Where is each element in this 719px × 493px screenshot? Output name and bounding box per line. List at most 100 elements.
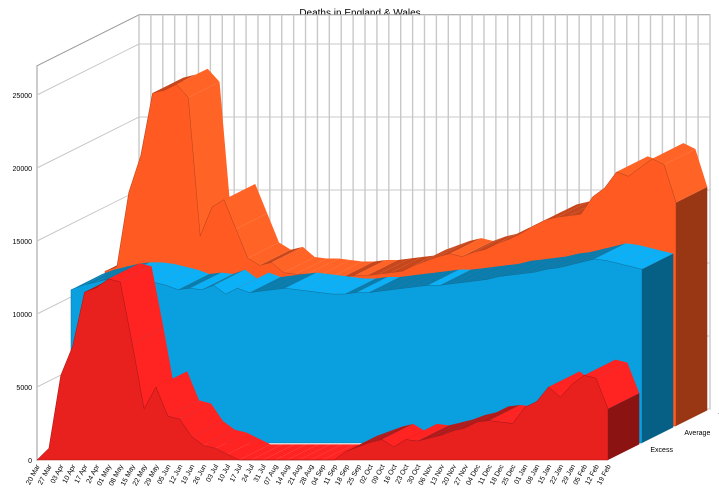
series-top-face xyxy=(201,269,246,290)
series-top-face xyxy=(354,259,398,276)
y-tick-label: 0 xyxy=(28,458,32,465)
series-end-cap xyxy=(608,393,640,460)
series-top-face xyxy=(439,268,483,286)
series-top-face xyxy=(203,429,247,449)
series-top-face xyxy=(283,257,327,275)
series-label: Average xyxy=(684,430,710,437)
series-top-face xyxy=(152,74,196,94)
series-top-face xyxy=(618,247,662,267)
series-top-face xyxy=(286,444,330,460)
series-top-face xyxy=(176,68,220,98)
series-top-face xyxy=(429,419,473,439)
series-top-face xyxy=(451,266,495,284)
series-top-face xyxy=(263,444,307,460)
series-end-cap xyxy=(676,186,708,426)
series-top-face xyxy=(405,423,449,442)
series-top-face xyxy=(545,201,589,221)
series-top-face xyxy=(523,256,567,274)
series-top-face xyxy=(473,233,517,253)
series-top-face xyxy=(274,444,319,460)
series-top-face xyxy=(366,258,410,276)
series-excess xyxy=(36,263,640,461)
h-gridline xyxy=(36,43,140,96)
y-tick-label: 20000 xyxy=(13,166,33,173)
series-top-face xyxy=(298,444,342,460)
series-top-face xyxy=(358,426,402,447)
series-top-face xyxy=(463,265,507,283)
series-top-face xyxy=(237,272,281,293)
series-top-face xyxy=(239,444,283,460)
y-tick-label: 25000 xyxy=(13,93,33,100)
series-front-face xyxy=(70,258,643,444)
series-top-face xyxy=(189,272,234,290)
y-tick-label: 10000 xyxy=(13,312,33,319)
series-top-face xyxy=(499,259,543,277)
series-top-face xyxy=(215,432,259,455)
series-top-face xyxy=(223,184,268,229)
series-top-face xyxy=(370,423,414,443)
series-top-face xyxy=(251,444,295,460)
series-top-face xyxy=(235,213,280,259)
series-top-face xyxy=(295,258,339,275)
series-top-face xyxy=(342,259,387,278)
h-gridline xyxy=(36,189,140,242)
series-top-face xyxy=(346,431,390,452)
series-top-face xyxy=(630,250,674,270)
series-top-face xyxy=(489,404,533,423)
series-top-face xyxy=(307,258,351,276)
series-label: Excess xyxy=(650,447,673,454)
series-top-face xyxy=(310,444,354,460)
series-top-face xyxy=(511,258,555,276)
series-top-face xyxy=(71,269,115,290)
series-top-face xyxy=(392,272,436,290)
series-top-face xyxy=(167,400,212,420)
series-top-face xyxy=(582,243,626,262)
series-top-face xyxy=(271,246,315,273)
series-top-face xyxy=(487,260,531,280)
series-top-face xyxy=(344,276,388,295)
series-top-face xyxy=(390,255,434,273)
series-top-face xyxy=(427,269,472,286)
series-top-face xyxy=(178,272,222,290)
series-top-face xyxy=(154,266,198,286)
series-top-face xyxy=(664,149,708,203)
series-top-face xyxy=(94,263,138,283)
series-top-face xyxy=(297,274,341,292)
series-top-face xyxy=(261,274,305,292)
series-top-face xyxy=(188,81,232,237)
series-top-face xyxy=(166,269,210,290)
series-top-face xyxy=(356,276,400,293)
y-tick-label: 15000 xyxy=(13,239,33,246)
series-top-face xyxy=(596,362,640,409)
series-top-face xyxy=(259,246,303,266)
series-end-cap xyxy=(642,253,674,443)
series-top-face xyxy=(247,242,291,266)
series-top-face xyxy=(606,244,650,264)
series-top-face xyxy=(404,271,448,289)
series-top-face xyxy=(570,246,614,265)
series-average xyxy=(70,243,674,444)
series-top-face xyxy=(191,421,235,446)
series-top-face xyxy=(438,238,482,257)
chart-title: Deaths in England & Wales xyxy=(299,8,420,19)
series-top-face xyxy=(120,266,164,344)
series-layer xyxy=(36,68,708,461)
series-top-face xyxy=(213,269,257,295)
series-top-face xyxy=(179,403,223,437)
series-top-face xyxy=(426,241,470,262)
series-top-face xyxy=(320,276,364,295)
series-top-face xyxy=(546,252,591,270)
series-top-face xyxy=(475,263,519,281)
series-top-face xyxy=(227,438,271,460)
series-top-face xyxy=(380,274,424,292)
series-top-face xyxy=(368,275,412,293)
series-top-face xyxy=(584,359,628,379)
series-front-face xyxy=(36,278,609,461)
series-top-face xyxy=(331,261,375,278)
series-top-face xyxy=(273,272,317,290)
series-top-face xyxy=(558,249,602,268)
series-top-face xyxy=(108,263,152,282)
series-top-face xyxy=(477,404,521,423)
series-top-face xyxy=(155,371,200,417)
